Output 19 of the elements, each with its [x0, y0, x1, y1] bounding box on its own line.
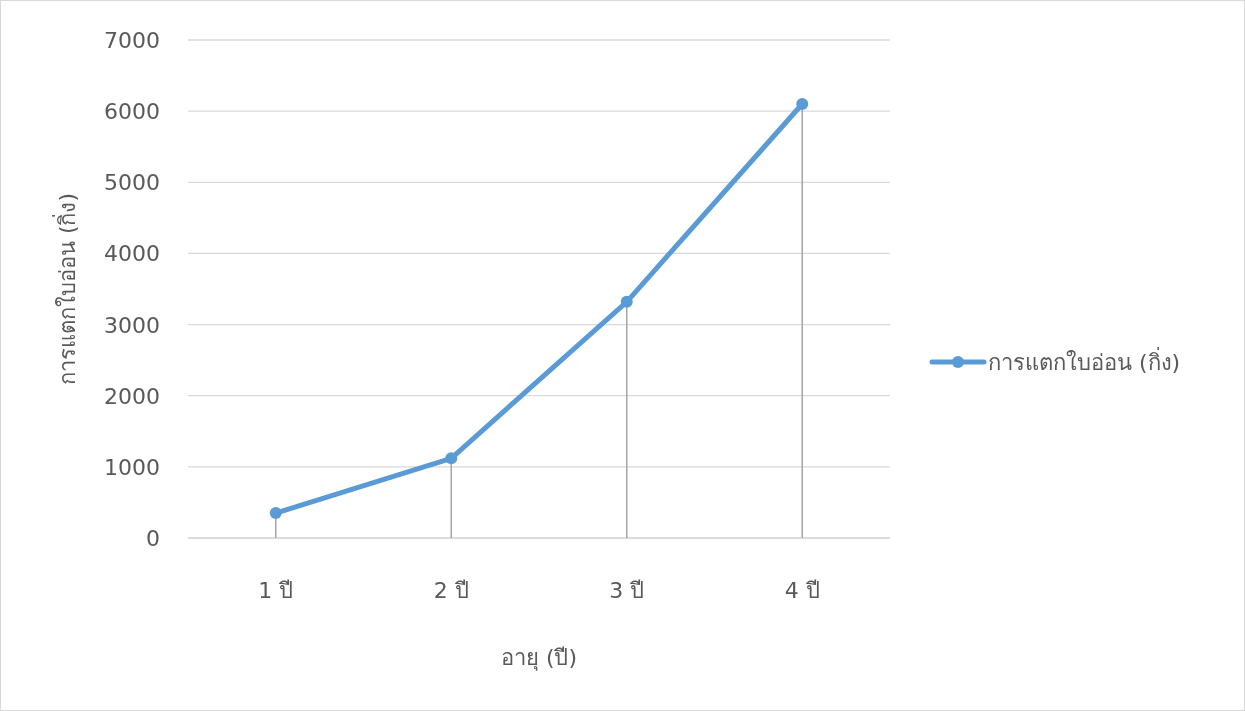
y-axis-title: การแตกใบอ่อน (กิ่ง) — [52, 192, 80, 386]
y-tick-label: 6000 — [104, 99, 160, 125]
y-tick-label: 5000 — [104, 170, 160, 196]
legend-label: การแตกใบอ่อน (กิ่ง) — [988, 347, 1181, 375]
point — [269, 507, 282, 520]
point — [796, 98, 809, 111]
x-tick-label: 4 ปี — [784, 578, 820, 603]
y-tick-label: 7000 — [104, 28, 160, 53]
x-tick-label: 1 ปี — [258, 578, 294, 603]
y-tick-label: 4000 — [104, 241, 160, 267]
y-tick-label: 3000 — [104, 312, 160, 338]
y-tick-label: 2000 — [104, 383, 160, 409]
x-tick-label: 2 ปี — [433, 578, 469, 603]
y-tick-label: 0 — [146, 526, 160, 551]
point — [445, 452, 458, 465]
point — [620, 295, 633, 308]
x-tick-label: 3 ปี — [609, 578, 645, 603]
x-axis-title: อายุ (ปี) — [500, 645, 578, 671]
y-tick-label: 1000 — [104, 454, 160, 480]
